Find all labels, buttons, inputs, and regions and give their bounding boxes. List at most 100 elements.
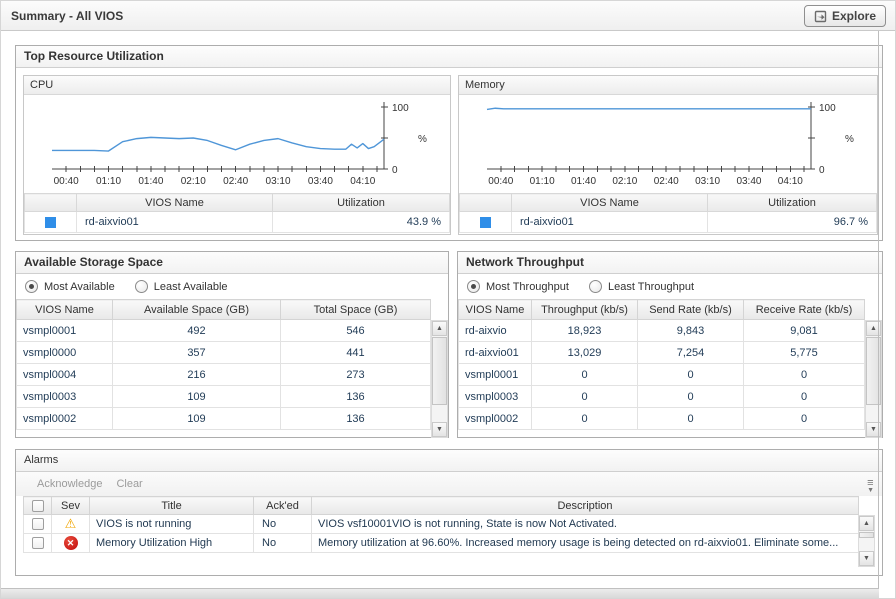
network-sort-options: Most Throughput Least Throughput	[458, 274, 882, 299]
cpu-line-chart: 0 100% 00:40 01:10 01:40 02:10 02:40 03:10 03:40…	[24, 95, 450, 193]
storage-table-scrollbar[interactable]: ▲ ▼	[431, 320, 448, 438]
alarms-table-scrollbar[interactable]: ▲ ▼	[858, 515, 875, 567]
alarms-panel: Alarms Acknowledge Clear ≡ ▼ Sev Title Ac…	[15, 449, 883, 576]
network-col-receive-rate[interactable]: Receive Rate (kb/s)	[743, 299, 865, 320]
value-cell: 13,029	[531, 341, 638, 364]
network-col-vios-name[interactable]: VIOS Name	[458, 299, 532, 320]
cpu-legend-table: VIOS Name Utilization rd-aixvio01 43.9 %	[24, 193, 450, 233]
table-row[interactable]: vsmpl0004 216 273	[16, 363, 431, 386]
explore-button[interactable]: Explore	[803, 5, 886, 27]
svg-text:03:40: 03:40	[736, 176, 761, 187]
svg-text:01:10: 01:10	[530, 176, 555, 187]
memory-legend-row[interactable]: rd-aixvio01 96.7 %	[459, 211, 877, 233]
horizontal-scrollbar-track[interactable]	[1, 588, 879, 598]
scroll-up-button[interactable]: ▲	[432, 321, 447, 336]
table-row[interactable]: vsmpl0003 109 136	[16, 385, 431, 408]
storage-sort-options: Most Available Least Available	[16, 274, 448, 299]
least-available-radio[interactable]: Least Available	[134, 280, 228, 293]
alarm-checkbox[interactable]	[31, 518, 44, 531]
alarms-col-acked[interactable]: Ack'ed	[253, 496, 312, 515]
acknowledge-button[interactable]: Acknowledge	[37, 478, 103, 490]
table-row[interactable]: vsmpl0001 0 0 0	[458, 363, 865, 386]
alarms-col-description[interactable]: Description	[311, 496, 859, 515]
least-available-label: Least Available	[153, 280, 228, 293]
value-cell: 0	[531, 385, 638, 408]
scroll-down-button[interactable]: ▼	[866, 422, 881, 437]
warning-severity-icon	[65, 516, 77, 531]
cpu-vios-name-header: VIOS Name	[76, 193, 273, 212]
chart-canvas: 0 100% 00:40 01:10 01:40 02:10 02:40 03:10 03:40…	[52, 102, 427, 187]
storage-col-available-space[interactable]: Available Space (GB)	[112, 299, 281, 320]
scroll-down-button[interactable]: ▼	[432, 422, 447, 437]
table-row[interactable]: rd-aixvio01 13,029 7,254 5,775	[458, 341, 865, 364]
network-table-scrollbar[interactable]: ▲ ▼	[865, 320, 882, 438]
scroll-up-button[interactable]: ▲	[866, 321, 881, 336]
table-row[interactable]: vsmpl0002 109 136	[16, 407, 431, 430]
table-row[interactable]: vsmpl0003 0 0 0	[458, 385, 865, 408]
table-row[interactable]: vsmpl0002 0 0 0	[458, 407, 865, 430]
page-title: Summary - All VIOS	[11, 9, 124, 23]
alarms-col-sev[interactable]: Sev	[51, 496, 90, 515]
network-col-throughput[interactable]: Throughput (kb/s)	[531, 299, 638, 320]
table-row[interactable]: vsmpl0000 357 441	[16, 341, 431, 364]
network-col-send-rate[interactable]: Send Rate (kb/s)	[637, 299, 744, 320]
alarm-checkbox[interactable]	[31, 537, 44, 550]
svg-text:0: 0	[392, 165, 398, 176]
value-cell: 0	[637, 407, 744, 430]
svg-text:0: 0	[819, 165, 825, 176]
alarms-col-title[interactable]: Title	[89, 496, 254, 515]
explore-button-label: Explore	[831, 9, 876, 23]
svg-text:01:10: 01:10	[96, 176, 121, 187]
available-storage-space-panel: Available Storage Space Most Available L…	[15, 251, 449, 438]
cpu-series-swatch	[45, 216, 56, 228]
error-severity-icon	[63, 536, 78, 550]
vios-name-cell: rd-aixvio	[458, 319, 532, 342]
alarms-toolbar: Acknowledge Clear ≡ ▼	[16, 472, 882, 496]
select-all-checkbox[interactable]	[31, 499, 44, 512]
content-right-border	[878, 31, 879, 598]
svg-text:01:40: 01:40	[138, 176, 163, 187]
clear-button[interactable]: Clear	[116, 478, 143, 490]
scroll-thumb[interactable]	[432, 337, 447, 405]
least-throughput-label: Least Throughput	[607, 280, 694, 293]
scroll-thumb[interactable]	[866, 337, 881, 405]
alarm-severity-cell	[51, 514, 90, 534]
memory-panel-header: Memory	[459, 76, 877, 95]
value-cell: 0	[743, 385, 865, 408]
memory-series-swatch	[480, 216, 491, 228]
table-row[interactable]: rd-aixvio 18,923 9,843 9,081	[458, 319, 865, 342]
value-cell: 5,775	[743, 341, 865, 364]
svg-text:100: 100	[819, 103, 836, 114]
least-throughput-radio[interactable]: Least Throughput	[588, 280, 694, 293]
value-cell: 0	[637, 385, 744, 408]
most-available-radio[interactable]: Most Available	[25, 280, 115, 293]
table-customizer-icon[interactable]: ≡ ▼	[867, 477, 874, 494]
memory-legend-table: VIOS Name Utilization rd-aixvio01 96.7 %	[459, 193, 877, 233]
most-throughput-radio[interactable]: Most Throughput	[467, 280, 569, 293]
value-cell: 273	[280, 363, 431, 386]
value-cell: 136	[280, 407, 431, 430]
table-row[interactable]: vsmpl0001 492 546	[16, 319, 431, 342]
memory-legend-swatch-header	[459, 193, 512, 212]
storage-col-total-space[interactable]: Total Space (GB)	[280, 299, 431, 320]
svg-text:%: %	[845, 134, 854, 145]
scroll-down-button[interactable]: ▼	[859, 551, 874, 566]
storage-col-vios-name[interactable]: VIOS Name	[16, 299, 113, 320]
value-cell: 492	[112, 319, 281, 342]
alarms-table: Sev Title Ack'ed Description VIOS is not…	[23, 496, 859, 553]
vios-name-cell: vsmpl0001	[16, 319, 113, 342]
top-resource-utilization-header: Top Resource Utilization	[16, 46, 882, 68]
cpu-legend-row[interactable]: rd-aixvio01 43.9 %	[24, 211, 450, 233]
cpu-utilization-header: Utilization	[272, 193, 450, 212]
scroll-up-button[interactable]: ▲	[859, 516, 874, 531]
value-cell: 546	[280, 319, 431, 342]
vios-name-cell: vsmpl0003	[16, 385, 113, 408]
available-storage-space-header: Available Storage Space	[16, 252, 448, 274]
svg-text:04:10: 04:10	[350, 176, 375, 187]
scroll-thumb[interactable]	[859, 532, 874, 538]
storage-table-wrap: VIOS Name Available Space (GB) Total Spa…	[16, 299, 448, 438]
cpu-panel-header: CPU	[24, 76, 450, 95]
